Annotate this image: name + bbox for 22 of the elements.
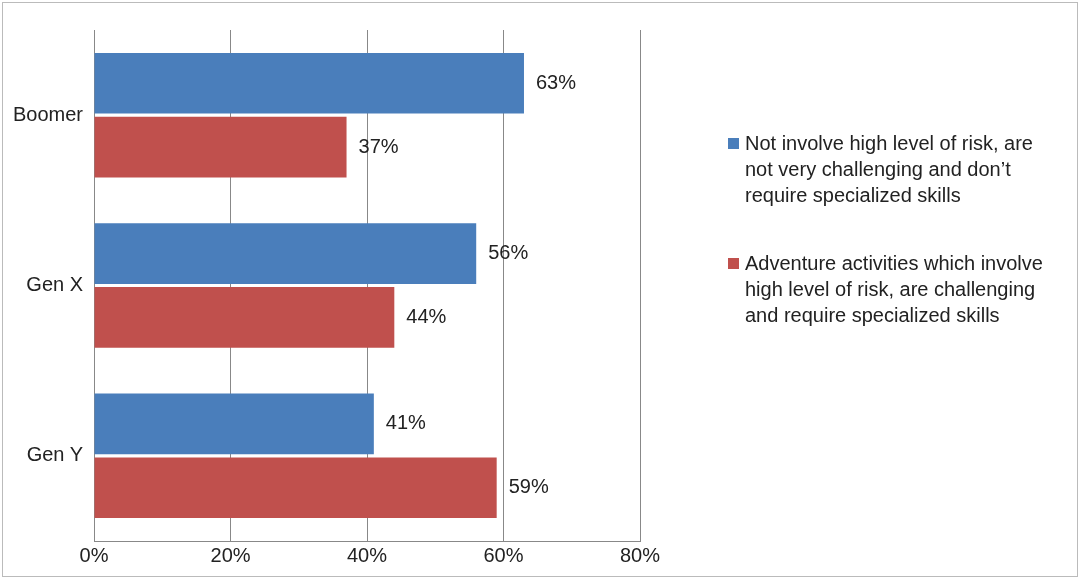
- bar: [94, 457, 497, 519]
- x-tick-label: 20%: [210, 543, 251, 566]
- y-tick-label: Boomer: [13, 102, 84, 125]
- data-label: 41%: [385, 411, 427, 434]
- legend-label: Not involve high level of risk, are not very challenging and don’t require specialized skills: [745, 131, 1034, 208]
- bar: [94, 116, 347, 178]
- data-label: 37%: [358, 134, 399, 157]
- bar: [94, 287, 395, 348]
- x-tick-label: 80%: [619, 543, 661, 566]
- x-tick-label: 60%: [483, 543, 524, 566]
- legend-label: Adventure activities which involve high level of risk, are challenging and require specialized skills: [745, 251, 1044, 328]
- bar: [94, 223, 477, 284]
- y-tick-label: Gen Y: [26, 443, 84, 466]
- data-label: 63%: [535, 70, 577, 93]
- x-tick-label: 0%: [79, 543, 109, 566]
- data-label: 59%: [508, 475, 549, 498]
- x-tick-label: 40%: [347, 543, 388, 566]
- y-tick-label: Gen X: [26, 273, 84, 296]
- data-label: 44%: [406, 304, 447, 327]
- bar: [94, 52, 524, 114]
- bar: [94, 393, 374, 455]
- data-label: 56%: [488, 241, 529, 264]
